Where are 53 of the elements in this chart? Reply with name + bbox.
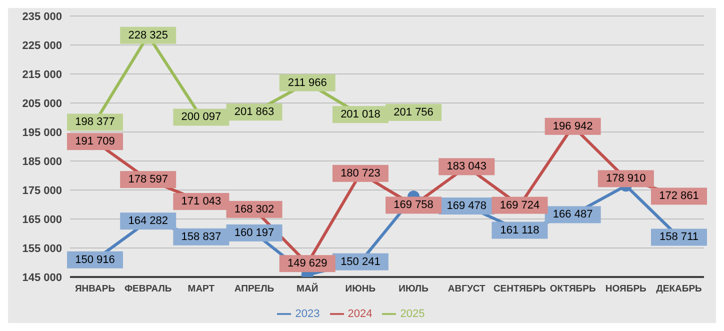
- x-tick-label: ИЮЛЬ: [398, 284, 429, 295]
- data-label: 171 043: [181, 195, 222, 208]
- x-tick-label: СЕНТЯБРЬ: [493, 284, 546, 295]
- data-label: 201 756: [394, 106, 434, 118]
- data-label: 191 709: [75, 136, 115, 148]
- data-label: 166 487: [552, 208, 593, 221]
- data-label: 178 597: [128, 174, 168, 186]
- data-label: 196 942: [552, 120, 593, 132]
- y-tick-label: 185 000: [22, 156, 62, 168]
- x-tick-label: НОЯБРЬ: [605, 284, 647, 295]
- y-tick-label: 195 000: [22, 126, 62, 139]
- y-tick-label: 205 000: [22, 98, 62, 110]
- data-label: 211 966: [288, 76, 327, 89]
- y-tick-label: 175 000: [22, 184, 62, 197]
- data-label: 201 018: [340, 108, 380, 121]
- data-label: 198 377: [75, 116, 115, 128]
- data-label: 200 097: [181, 111, 222, 124]
- y-tick-label: 155 000: [22, 242, 62, 255]
- y-tick-label: 235 000: [22, 10, 62, 23]
- data-label: 169 478: [446, 200, 487, 212]
- data-label: 160 197: [234, 226, 274, 239]
- data-label: 169 758: [394, 199, 434, 212]
- data-label: 150 241: [340, 256, 380, 268]
- data-label: 168 302: [234, 203, 274, 216]
- x-tick-label: ОКТЯБРЬ: [550, 284, 596, 295]
- data-label: 228 325: [128, 29, 168, 42]
- data-label: 180 723: [340, 167, 380, 180]
- legend-label: 2023: [295, 308, 320, 320]
- data-label: 178 910: [606, 172, 646, 185]
- data-label: 158 837: [181, 230, 222, 243]
- x-tick-label: ИЮНЬ: [345, 284, 376, 295]
- x-tick-label: ДЕКАБРЬ: [656, 284, 702, 295]
- data-label: 158 711: [660, 231, 698, 244]
- data-label: 201 863: [234, 106, 274, 118]
- data-label: 169 724: [500, 199, 540, 212]
- y-tick-label: 165 000: [22, 214, 62, 226]
- data-label: 172 861: [659, 190, 699, 202]
- x-tick-label: АВГУСТ: [448, 284, 486, 295]
- x-tick-label: АПРЕЛЬ: [234, 284, 274, 295]
- data-label: 150 916: [75, 254, 115, 266]
- data-label: 149 629: [287, 258, 328, 270]
- y-tick-label: 215 000: [22, 68, 62, 81]
- y-tick-label: 145 000: [22, 272, 62, 284]
- legend-label: 2024: [348, 308, 372, 320]
- y-tick-label: 225 000: [22, 40, 62, 52]
- x-tick-label: ФЕВРАЛЬ: [124, 284, 172, 295]
- data-label: 161 118: [500, 224, 540, 236]
- legend-label: 2025: [400, 308, 425, 320]
- x-tick-label: МАЙ: [296, 282, 318, 295]
- x-tick-label: МАРТ: [188, 284, 215, 295]
- x-tick-label: ЯНВАРЬ: [74, 284, 116, 295]
- data-label: 183 043: [446, 160, 487, 173]
- data-label: 164 282: [128, 215, 168, 228]
